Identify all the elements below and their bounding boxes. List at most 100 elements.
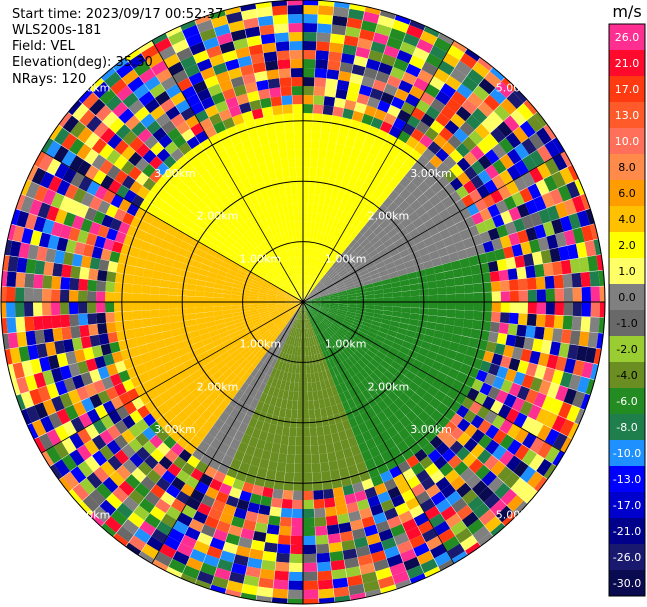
radial-gate: [247, 464, 259, 476]
radial-gate: [269, 258, 277, 267]
radial-gate: [102, 189, 116, 204]
radial-gate: [99, 429, 114, 445]
radial-gate: [293, 472, 303, 483]
radial-gate: [262, 229, 271, 240]
radial-gate: [366, 385, 377, 397]
colorbar-swatch: [609, 102, 645, 129]
radial-gate: [208, 365, 220, 376]
radial-gate: [277, 140, 287, 151]
radial-gate: [268, 515, 281, 526]
ring-label: 3.00km: [410, 423, 452, 436]
radial-gate: [303, 589, 319, 599]
radial-gate: [42, 399, 57, 416]
radial-gate: [209, 213, 221, 224]
radial-gate: [182, 24, 200, 39]
radial-gate: [396, 211, 408, 223]
radial-gate: [294, 346, 299, 356]
radial-gate: [113, 434, 129, 450]
radial-gate: [89, 77, 104, 92]
radial-gate: [237, 422, 249, 434]
radial-gate: [534, 264, 545, 278]
radial-gate: [361, 400, 372, 411]
radial-gate: [172, 39, 190, 54]
radial-gate: [249, 302, 259, 305]
radial-gate: [355, 285, 365, 291]
radial-gate: [52, 263, 63, 277]
radial-gate: [143, 135, 159, 150]
radial-gate: [419, 295, 429, 302]
radial-gate: [116, 405, 130, 420]
radial-gate: [378, 269, 389, 277]
radial-gate: [317, 241, 323, 251]
radial-gate: [438, 528, 455, 544]
radial-gate: [409, 313, 420, 321]
radial-gate: [402, 468, 416, 482]
radial-gate: [540, 340, 552, 354]
radial-gate: [361, 20, 378, 33]
radial-gate: [309, 167, 317, 177]
radial-gate: [324, 330, 332, 339]
radial-gate: [53, 145, 69, 163]
radial-gate: [536, 458, 553, 477]
radial-gate: [337, 513, 350, 525]
radial-gate: [357, 170, 369, 182]
radial-gate: [269, 287, 279, 293]
radial-gate: [270, 367, 278, 378]
radial-gate: [343, 203, 352, 214]
radial-gate: [202, 433, 215, 446]
radial-gate: [314, 269, 320, 278]
radial-gate: [52, 327, 63, 342]
radial-gate: [223, 317, 234, 323]
radial-gate: [386, 75, 402, 89]
radial-gate: [370, 550, 387, 563]
radial-gate: [222, 117, 235, 130]
radial-gate: [315, 534, 329, 545]
radial-gate: [201, 222, 212, 234]
radial-gate: [503, 115, 520, 132]
radial-gate: [206, 545, 223, 559]
radial-gate: [449, 149, 464, 164]
radial-gate: [290, 327, 295, 337]
radial-gate: [291, 86, 303, 96]
radial-gate: [61, 454, 78, 472]
radial-gate: [223, 281, 234, 287]
radial-gate: [195, 404, 207, 416]
radial-gate: [89, 512, 105, 527]
radial-gate: [571, 195, 586, 213]
radial-gate: [374, 302, 385, 307]
radial-gate: [296, 337, 300, 347]
radial-gate: [152, 462, 168, 477]
radial-gate: [344, 318, 354, 324]
radial-gate: [537, 424, 552, 442]
radial-gate: [184, 63, 201, 78]
radial-gate: [93, 466, 109, 483]
radial-gate: [433, 520, 451, 536]
radial-gate: [249, 306, 259, 311]
radial-gate: [186, 136, 200, 150]
radial-gate: [311, 297, 321, 301]
radial-gate: [365, 438, 377, 450]
radial-gate: [99, 499, 117, 516]
radial-gate: [195, 579, 212, 590]
radial-gate: [150, 105, 166, 121]
radial-gate: [225, 589, 242, 598]
azimuth-spoke: [302, 301, 455, 564]
colorbar-swatch: [609, 492, 645, 519]
radial-gate: [312, 279, 319, 288]
radial-gate: [283, 282, 291, 290]
radial-gate: [492, 159, 507, 175]
radial-gate: [508, 312, 519, 325]
radial-gate: [286, 222, 292, 232]
radial-gate: [379, 234, 391, 244]
radial-gate: [167, 207, 180, 219]
radial-gate: [516, 385, 530, 401]
radial-gate: [303, 517, 315, 527]
radial-gate: [122, 379, 135, 392]
colorbar-swatch: [609, 180, 645, 207]
radial-gate: [538, 208, 552, 224]
radial-gate: [280, 435, 289, 446]
radial-gate: [402, 518, 418, 533]
radial-gate: [190, 101, 205, 115]
radial-gate: [231, 294, 241, 299]
radial-gate: [279, 311, 288, 317]
